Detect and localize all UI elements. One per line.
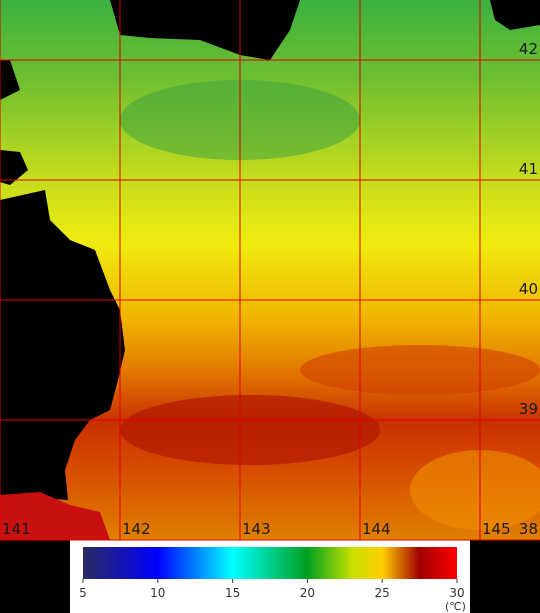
lat-label: 42 — [519, 40, 538, 58]
lon-label: 141 — [2, 520, 31, 538]
lat-label: 39 — [519, 400, 538, 418]
warm-core — [120, 395, 380, 465]
lat-label: 40 — [519, 280, 538, 298]
warm-patch — [410, 450, 540, 530]
land — [110, 0, 300, 60]
colorbar-tick-label: 15 — [225, 586, 240, 600]
lat-label: 41 — [519, 160, 538, 178]
warm-band — [300, 345, 540, 395]
land — [0, 150, 28, 185]
land — [0, 190, 125, 500]
colorbar-tick-label: 20 — [300, 586, 315, 600]
colorbar-tick-label: 30 — [449, 586, 464, 600]
unit-label: (℃) — [445, 600, 466, 613]
colorbar-tick-label: 5 — [79, 586, 87, 600]
colorbar-tick-label: 10 — [150, 586, 165, 600]
colorbar-tick-label: 25 — [375, 586, 390, 600]
colorbar — [83, 547, 457, 579]
lat-label: 38 — [519, 520, 538, 538]
land — [490, 0, 540, 30]
land — [0, 60, 20, 100]
coastal-warm — [0, 492, 110, 540]
lon-label: 143 — [242, 520, 271, 538]
lon-label: 145 — [482, 520, 511, 538]
lon-label: 142 — [122, 520, 151, 538]
lon-label: 144 — [362, 520, 391, 538]
